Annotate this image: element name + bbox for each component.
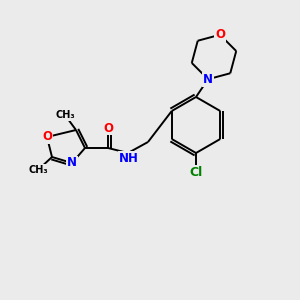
Text: O: O	[103, 122, 113, 134]
Text: N: N	[203, 73, 213, 86]
Text: O: O	[215, 28, 225, 41]
Text: CH₃: CH₃	[28, 165, 48, 175]
Text: CH₃: CH₃	[55, 110, 75, 120]
Text: O: O	[42, 130, 52, 143]
Text: Cl: Cl	[189, 166, 203, 178]
Text: N: N	[67, 157, 77, 169]
Text: NH: NH	[119, 152, 139, 164]
